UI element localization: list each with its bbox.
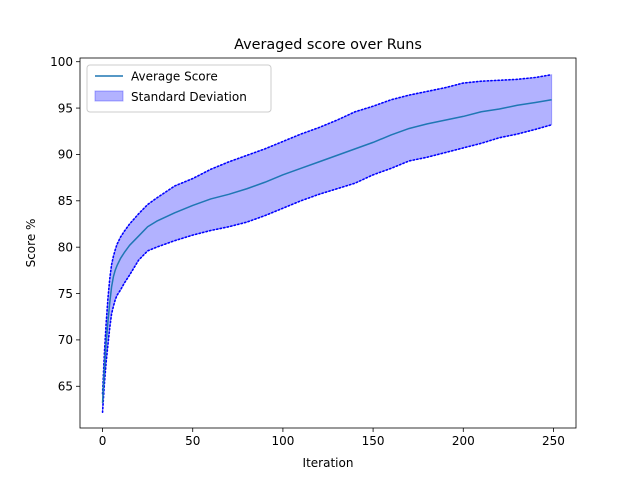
y-tick-label: 65 <box>58 380 73 394</box>
y-axis-label: Score % <box>24 219 38 268</box>
average-score-line <box>101 98 552 404</box>
x-tick-label: 150 <box>362 434 385 448</box>
y-tick-label: 100 <box>50 55 73 69</box>
plot-frame <box>79 57 577 429</box>
legend-box <box>86 64 272 113</box>
y-tick-label: 85 <box>58 194 73 208</box>
legend-average-label: Average Score <box>131 70 218 84</box>
y-tick-label: 75 <box>58 287 73 301</box>
y-axis-ticks: 65 70 75 80 85 90 95 100 <box>50 55 80 394</box>
x-tick-label: 0 <box>99 434 107 448</box>
average-line-layer <box>101 98 552 404</box>
x-tick-label: 200 <box>452 434 475 448</box>
legend: Average Score Standard Deviation <box>86 64 272 113</box>
x-tick-label: 100 <box>271 434 294 448</box>
std-band-layer <box>101 73 553 414</box>
y-tick-label: 80 <box>58 240 73 254</box>
x-axis-ticks: 0 50 100 150 200 250 <box>99 428 565 448</box>
y-tick-label: 95 <box>58 101 73 115</box>
x-tick-label: 50 <box>185 434 200 448</box>
legend-band-label: Standard Deviation <box>131 90 247 104</box>
std-lower-bound <box>101 123 553 414</box>
x-axis-label: Iteration <box>303 456 354 470</box>
y-tick-label: 70 <box>58 333 73 347</box>
legend-band-swatch <box>94 90 124 102</box>
x-tick-label: 250 <box>542 434 565 448</box>
y-tick-label: 90 <box>58 148 73 162</box>
std-upper-bound <box>101 73 553 395</box>
chart-title: Averaged score over Runs <box>234 37 422 53</box>
